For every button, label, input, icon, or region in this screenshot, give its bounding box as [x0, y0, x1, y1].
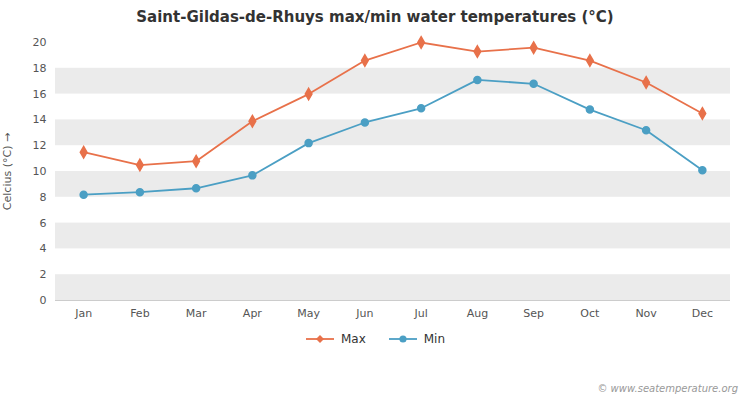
svg-text:Mar: Mar [186, 307, 207, 320]
svg-text:Nov: Nov [635, 307, 657, 320]
svg-text:10: 10 [33, 165, 47, 178]
svg-text:8: 8 [40, 191, 47, 204]
svg-text:May: May [297, 307, 320, 320]
html-text:© www.seatemperature.org: © www.seatemperature.org [597, 383, 738, 394]
svg-text:14: 14 [33, 113, 47, 126]
svg-text:16: 16 [33, 88, 47, 101]
svg-text:0: 0 [40, 294, 47, 307]
svg-text:4: 4 [40, 242, 47, 255]
svg-text:12: 12 [33, 139, 47, 152]
svg-text:Jan: Jan [74, 307, 92, 320]
svg-text:Feb: Feb [130, 307, 149, 320]
svg-text:Oct: Oct [580, 307, 600, 320]
svg-text:Celcius (°C) →: Celcius (°C) → [1, 133, 14, 210]
svg-text:Jul: Jul [413, 307, 427, 320]
svg-text:2: 2 [40, 268, 47, 281]
html-text:Min: Min [423, 332, 445, 346]
html-text:Saint-Gildas-de-Rhuys max/min: Saint-Gildas-de-Rhuys max/min water temp… [136, 8, 614, 26]
svg-text:6: 6 [40, 217, 47, 230]
svg-text:18: 18 [33, 62, 47, 75]
svg-text:Sep: Sep [523, 307, 544, 320]
svg-text:Jun: Jun [355, 307, 373, 320]
svg-text:Apr: Apr [243, 307, 263, 320]
svg-text:Aug: Aug [467, 307, 488, 320]
html-text:Max: Max [340, 332, 366, 346]
svg-text:Dec: Dec [692, 307, 713, 320]
svg-text:20: 20 [33, 36, 47, 49]
